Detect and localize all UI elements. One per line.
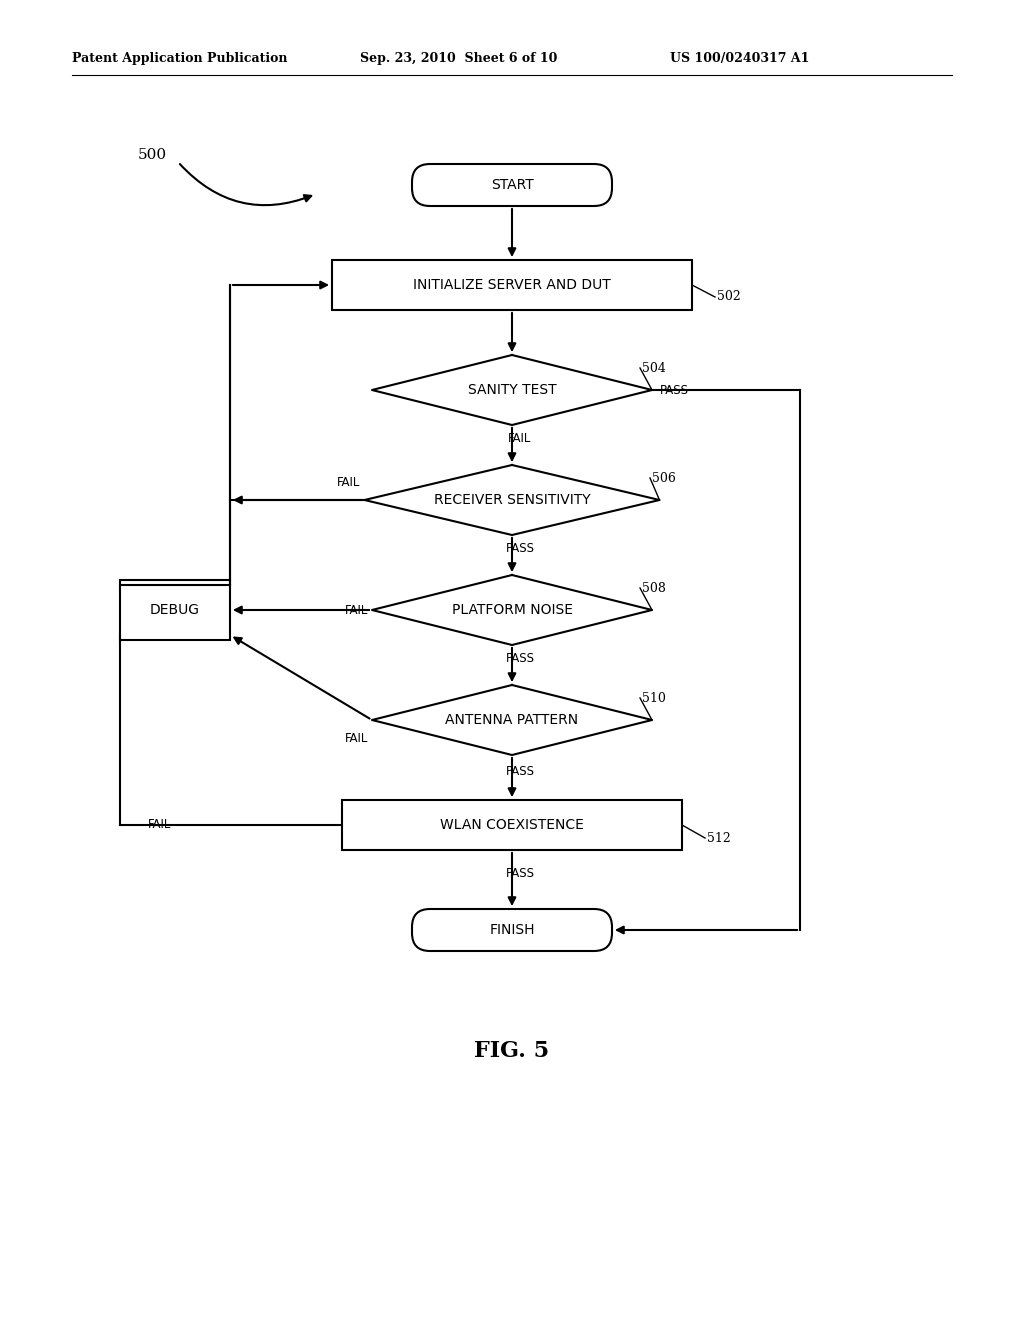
Text: FAIL: FAIL: [345, 603, 368, 616]
Text: US 100/0240317 A1: US 100/0240317 A1: [670, 51, 809, 65]
FancyBboxPatch shape: [412, 909, 612, 950]
Text: 508: 508: [642, 582, 666, 594]
Text: 512: 512: [707, 832, 731, 845]
Text: FAIL: FAIL: [148, 818, 171, 832]
Bar: [342, 800, 682, 850]
Text: START: START: [490, 178, 534, 191]
Text: 510: 510: [642, 692, 666, 705]
Polygon shape: [372, 355, 652, 425]
Text: PASS: PASS: [506, 543, 535, 556]
Text: WLAN COEXISTENCE: WLAN COEXISTENCE: [440, 818, 584, 832]
Text: FINISH: FINISH: [489, 923, 535, 937]
Text: FAIL: FAIL: [508, 433, 531, 446]
Text: ANTENNA PATTERN: ANTENNA PATTERN: [445, 713, 579, 727]
Text: 502: 502: [717, 290, 740, 304]
Text: 504: 504: [642, 362, 666, 375]
FancyBboxPatch shape: [412, 164, 612, 206]
Text: 506: 506: [652, 471, 676, 484]
Text: PASS: PASS: [506, 652, 535, 665]
Text: PASS: PASS: [506, 766, 535, 777]
Text: FAIL: FAIL: [337, 475, 360, 488]
Text: 500: 500: [138, 148, 167, 162]
Text: RECEIVER SENSITIVITY: RECEIVER SENSITIVITY: [434, 492, 590, 507]
Text: FIG. 5: FIG. 5: [474, 1040, 550, 1063]
Text: Patent Application Publication: Patent Application Publication: [72, 51, 288, 65]
Text: PASS: PASS: [506, 867, 535, 880]
Text: FAIL: FAIL: [345, 731, 368, 744]
Polygon shape: [372, 685, 652, 755]
Text: INITIALIZE SERVER AND DUT: INITIALIZE SERVER AND DUT: [413, 279, 611, 292]
Polygon shape: [365, 465, 659, 535]
Text: Sep. 23, 2010  Sheet 6 of 10: Sep. 23, 2010 Sheet 6 of 10: [360, 51, 557, 65]
Bar: [332, 260, 692, 310]
Text: PLATFORM NOISE: PLATFORM NOISE: [452, 603, 572, 616]
Polygon shape: [372, 576, 652, 645]
Text: SANITY TEST: SANITY TEST: [468, 383, 556, 397]
Text: PASS: PASS: [660, 384, 689, 396]
Bar: [120, 579, 230, 640]
Text: DEBUG: DEBUG: [150, 603, 200, 616]
